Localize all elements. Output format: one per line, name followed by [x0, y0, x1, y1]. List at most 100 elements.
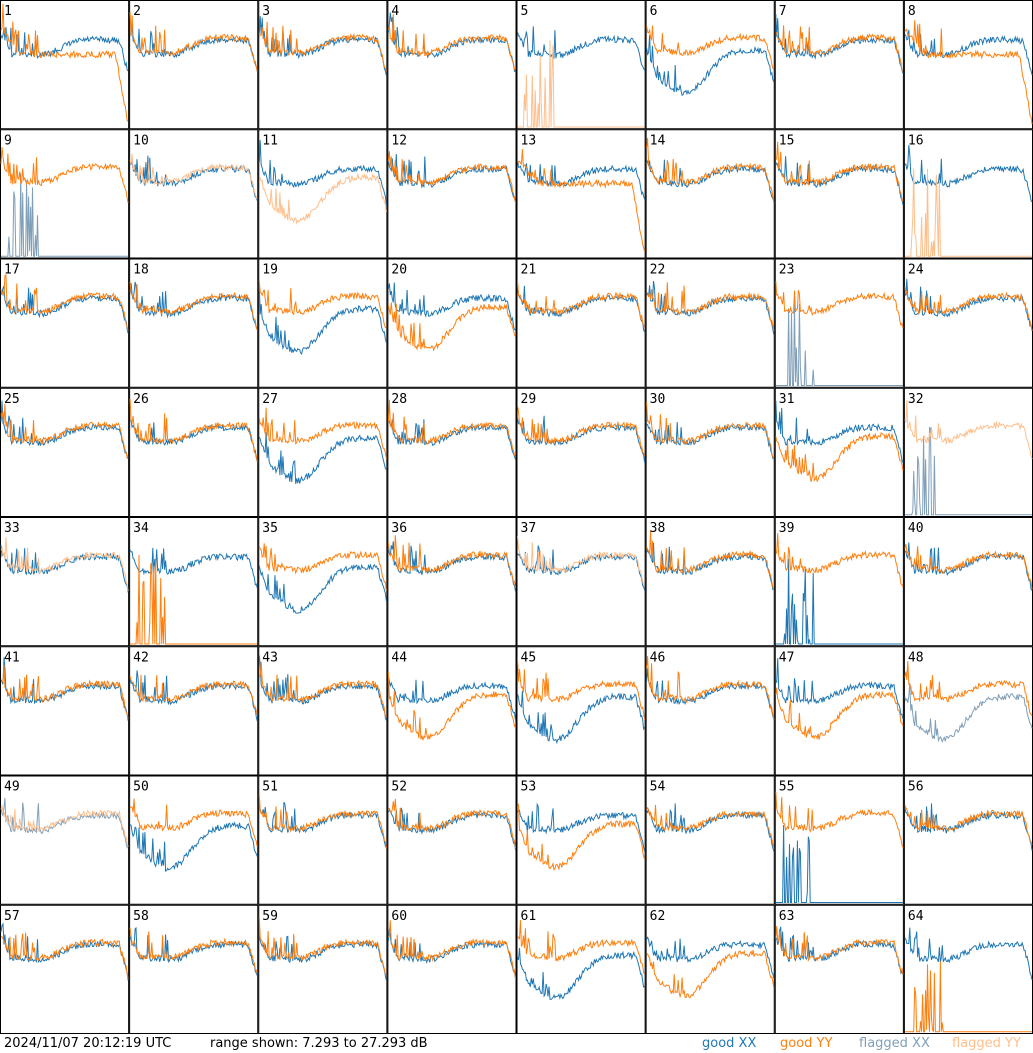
panel-label: 33	[4, 521, 20, 536]
panel-label: 8	[908, 4, 916, 19]
antenna-panel: 16	[903, 129, 1033, 259]
series-xx-good	[517, 802, 646, 852]
series-xx-good	[904, 145, 1033, 203]
antenna-panel: 40	[903, 517, 1033, 647]
panel-label: 59	[262, 909, 278, 924]
panel-frame	[258, 904, 388, 1034]
series-yy-good	[904, 661, 1033, 716]
legend-good-xx: good XX	[702, 1036, 757, 1051]
antenna-panel: 61	[516, 904, 646, 1034]
panel-label: 13	[521, 133, 537, 148]
antenna-panel: 60	[387, 904, 517, 1034]
series-yy-good	[775, 687, 904, 741]
panel-frame	[129, 775, 259, 905]
series-xx-good	[258, 563, 387, 614]
panel-frame	[258, 129, 388, 259]
series-yy-flagged	[129, 153, 258, 200]
antenna-panel: 51	[258, 775, 388, 905]
antenna-panel: 29	[516, 387, 646, 517]
series-xx-good	[775, 156, 904, 206]
panel-frame	[0, 904, 130, 1034]
antenna-panel: 57	[0, 904, 130, 1034]
series-yy-good	[517, 802, 646, 871]
panel-label: 61	[521, 909, 537, 924]
panel-label: 54	[650, 780, 666, 795]
panel-frame	[645, 129, 775, 259]
series-yy-good	[259, 661, 387, 719]
panel-frame	[258, 775, 388, 905]
legend-flagged-xx: flagged XX	[859, 1036, 930, 1051]
series-yy-good	[0, 3, 129, 122]
antenna-panel: 3	[258, 0, 388, 130]
series-yy-good	[904, 804, 1033, 845]
series-xx-good	[258, 432, 387, 484]
antenna-panel: 43	[258, 646, 388, 776]
panel-frame	[774, 646, 904, 776]
panel-frame	[774, 0, 904, 130]
antenna-panel: 23	[774, 258, 904, 388]
panel-frame	[774, 517, 904, 647]
series-yy-good	[129, 398, 258, 462]
series-xx-good	[129, 25, 258, 72]
antenna-panel: 4	[387, 0, 517, 130]
series-yy-good	[517, 657, 646, 721]
panel-frame	[645, 646, 775, 776]
series-yy-good	[775, 141, 904, 202]
antenna-panel: 45	[516, 646, 646, 776]
panel-frame	[774, 129, 904, 259]
panel-frame	[258, 646, 388, 776]
series-xx-flagged	[775, 302, 903, 386]
antenna-panel: 58	[129, 904, 259, 1034]
panel-frame	[387, 775, 517, 905]
panel-label: 34	[133, 521, 149, 536]
panel-frame	[129, 129, 259, 259]
antenna-panel: 46	[645, 646, 775, 776]
panel-label: 12	[391, 133, 407, 148]
panel-frame	[0, 646, 130, 776]
series-xx-good	[258, 140, 387, 205]
series-xx-good	[129, 155, 258, 202]
panel-label: 31	[779, 392, 795, 407]
panel-frame	[645, 775, 775, 905]
panel-label: 14	[650, 133, 666, 148]
panel-label: 63	[779, 909, 795, 924]
panel-frame	[387, 517, 517, 647]
panel-frame	[903, 0, 1033, 130]
series-xx-flagged	[1, 173, 129, 257]
panel-frame	[129, 646, 259, 776]
series-yy-flagged	[517, 535, 645, 586]
series-yy-flagged	[0, 804, 129, 848]
panel-label: 60	[391, 909, 407, 924]
series-xx-flagged	[904, 683, 1033, 744]
series-yy-good	[646, 137, 775, 204]
series-yy-good	[517, 405, 646, 456]
panel-label: 11	[262, 133, 278, 148]
antenna-panel: 33	[0, 517, 130, 647]
series-yy-good	[258, 543, 387, 591]
panel-frame	[129, 517, 259, 647]
antenna-panel: 50	[129, 775, 259, 905]
panel-label: 21	[521, 263, 537, 278]
series-xx-good	[775, 824, 903, 903]
series-yy-good	[775, 281, 904, 328]
panel-label: 50	[133, 780, 149, 795]
series-yy-good	[387, 151, 516, 203]
panel-label: 35	[262, 521, 278, 536]
antenna-panel: 37	[516, 517, 646, 647]
antenna-panel: 1	[0, 0, 130, 130]
antenna-panel: 47	[774, 646, 904, 776]
panel-label: 41	[4, 650, 20, 665]
series-xx-good	[0, 284, 129, 334]
panel-frame	[645, 0, 775, 130]
panel-label: 56	[908, 780, 924, 795]
antenna-panel: 64	[903, 904, 1033, 1034]
panel-label: 64	[908, 909, 924, 924]
panel-label: 1	[4, 4, 12, 19]
panel-label: 22	[650, 263, 666, 278]
series-xx-good	[387, 153, 516, 203]
panel-label: 28	[391, 392, 407, 407]
series-xx-flagged	[904, 426, 1032, 516]
panel-frame	[645, 387, 775, 517]
panel-frame	[903, 129, 1033, 259]
